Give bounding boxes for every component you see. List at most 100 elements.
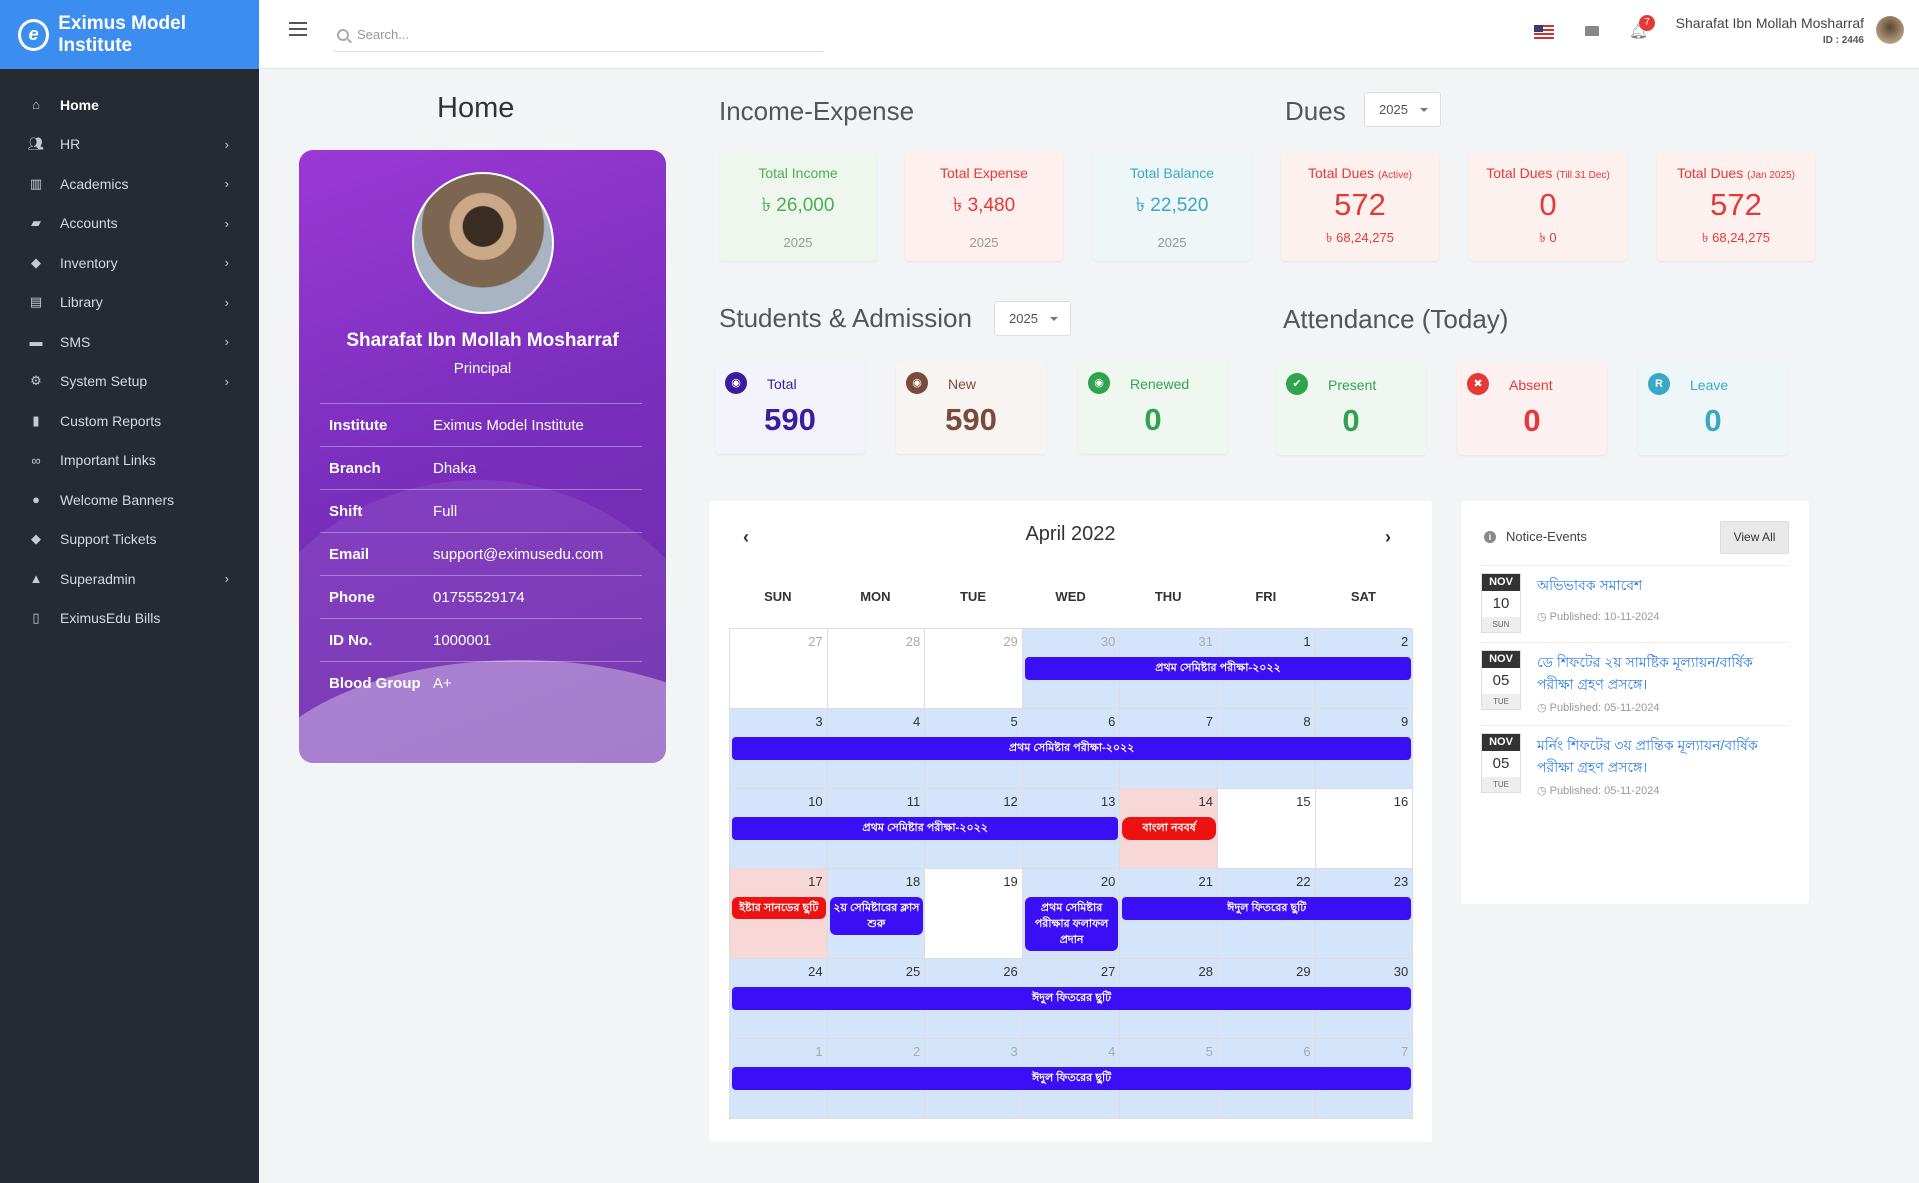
profile-name: Sharafat Ibn Mollah Mosharraf [346,330,619,351]
sidebar-item-label: Important Links [60,452,156,469]
menu-toggle-icon[interactable] [289,22,307,36]
calendar-prev-icon[interactable]: ‹ [743,527,749,547]
profile-row-label: ID No. [329,631,373,649]
sidebar-item-hr[interactable]: 👥︎ HR › [0,125,259,165]
search-box[interactable]: Search... [333,18,823,52]
avatar[interactable] [1876,16,1904,44]
calendar-event[interactable]: ঈদুল ফিতরের ছুটি [1122,897,1412,920]
receipt-icon: ▯ [32,610,40,626]
sidebar-item-eximusedu-bills[interactable]: ▯ EximusEdu Bills [0,599,259,639]
day-header: FRI [1255,589,1277,604]
mail-icon[interactable] [1585,26,1599,36]
notice-title: Notice-Events [1506,529,1587,544]
check-circle-icon: ✔ [1286,373,1308,395]
calendar-event[interactable]: প্রথম সেমিষ্টার পরীক্ষা-২০২২ [1024,657,1412,680]
card-year: 2025 [783,235,813,250]
sidebar-item-label: Welcome Banners [60,491,175,508]
dues-card: Total Dues (Active) 572 ৳ 68,24,275 [1281,153,1439,261]
calendar-event[interactable]: ২য় সেমিষ্টারের ক্লাস শুরু [829,897,924,935]
card-value: 0 [1144,402,1162,437]
card-value: ৳ 26,000 [761,195,835,216]
calendar-event[interactable]: প্রথম সেমিষ্টার পরীক্ষা-২০২২ [732,817,1119,840]
sidebar-item-custom-reports[interactable]: ▮ Custom Reports [0,401,259,441]
sidebar-item-home[interactable]: ⌂ Home [0,85,259,125]
notice-item[interactable]: NOV 05 TUE ডে শিফটের ২য় সামষ্টিক মূল্যায়ন… [1481,642,1789,725]
calendar-event[interactable]: ইষ্টার সানডের ছুটি [732,897,826,919]
calendar-day[interactable]: 19 [925,869,1023,959]
sidebar-item-welcome-banners[interactable]: ● Welcome Banners [0,480,259,520]
card-year: 2025 [969,235,999,250]
dues-card: Total Dues (Jan 2025) 572 ৳ 68,24,275 [1657,153,1815,261]
sidebar-item-system-setup[interactable]: ⚙ System Setup › [0,362,259,402]
brand-name: Eximus Model Institute [58,12,186,56]
calendar-day[interactable]: 29 [925,629,1023,709]
card-label: Total Dues (Active) [1281,165,1439,181]
card-label: Total Balance [1129,165,1215,181]
sidebar-item-academics[interactable]: ▥ Academics › [0,164,259,204]
search-input[interactable]: Search... [357,27,410,42]
profile-row-value: Eximus Model Institute [433,416,584,434]
calendar: ‹ April 2022 › SUN MON TUE WED THU FRI SAT 27 2… [709,501,1432,1142]
card-label: Present [1328,377,1377,393]
card-value: 590 [945,402,997,437]
card-amount: ৳ 0 [1539,230,1557,245]
chevron-right-icon: › [224,176,229,191]
calendar-day[interactable]: 16 [1315,789,1414,869]
balloon-icon: ● [32,492,40,508]
calendar-event[interactable]: বাংলা নববর্ষ [1122,817,1216,840]
view-all-button[interactable]: View All [1720,521,1789,554]
notice-item[interactable]: NOV 10 SUN অভিভাবক সমাবেশ ◷ Published: 10-11… [1481,565,1789,642]
calendar-next-icon[interactable]: › [1385,527,1391,547]
user-menu[interactable]: Sharafat Ibn Mollah Mosharraf ID : 2446 [1676,15,1864,46]
students-year-select[interactable]: 2025 [994,301,1071,336]
page-title: Home [437,92,515,124]
sidebar-item-accounts[interactable]: ▰ Accounts › [0,204,259,244]
notice-link[interactable]: অভিভাবক সমাবেশ [1537,577,1643,593]
chevron-right-icon: › [224,373,229,389]
sidebar-item-label: Academics [60,175,129,192]
language-flag-icon[interactable] [1534,25,1554,39]
notice-weekday: TUE [1482,694,1520,709]
card-amount: ৳ 68,24,275 [1326,230,1394,245]
notice-date: NOV 05 TUE [1481,733,1521,793]
users-icon: 👥︎ [27,136,45,152]
x-circle-icon: ✖ [1467,373,1489,395]
sidebar-item-inventory[interactable]: ◆ Inventory › [0,243,259,283]
notice-link[interactable]: ডে শিফটের ২য় সামষ্টিক মূল্যায়ন/বার্ষিক… [1537,654,1753,692]
dues-year-select[interactable]: 2025 [1364,92,1441,127]
profile-row-value: Full [433,502,458,520]
sidebar-item-superadmin[interactable]: ▲ Superadmin › [0,559,259,599]
books-icon: ▤ [29,294,43,310]
calendar-event[interactable]: ঈদুল ফিতরের ছুটি [732,1067,1412,1090]
sidebar-item-library[interactable]: ▤ Library › [0,283,259,323]
notice-link[interactable]: মর্নিং শিফটের ৩য় প্রান্তিক মূল্যায়ন/বা… [1537,737,1758,775]
student-card: ◉ Total 590 [715,362,865,454]
calendar-event[interactable]: প্রথম সেমিষ্টার পরীক্ষা-২০২২ [732,737,1412,760]
card-label: Total Income [758,165,838,181]
sidebar-item-label: Library [60,294,103,311]
comment-icon: ▬ [29,334,43,350]
sidebar-item-important-links[interactable]: ∞ Important Links [0,441,259,481]
calendar-day[interactable]: 28 [827,629,926,709]
calendar-event[interactable]: ঈদুল ফিতরের ছুটি [732,987,1412,1010]
sidebar-item-support-tickets[interactable]: ◆ Support Tickets [0,520,259,560]
brand[interactable]: e Eximus Model Institute [0,0,259,69]
ticket-icon: ◆ [31,531,41,547]
sidebar: e Eximus Model Institute ⌂ Home 👥︎ HR › ▥ Acad… [0,0,259,1183]
calendar-day[interactable]: 15 [1218,789,1316,869]
calendar-event[interactable]: প্রথম সেমিষ্টার পরীক্ষার ফলাফল প্রদান [1024,897,1119,951]
sidebar-item-label: Home [60,96,99,113]
profile-role: Principal [453,360,512,377]
brand-logo-icon: e [18,18,50,51]
notice-published: ◷ Published: 05-11-2024 [1537,784,1660,797]
sidebar-item-sms[interactable]: ▬ SMS › [0,322,259,362]
clock-icon: ◷ [1537,702,1550,714]
cubes-icon: ◆ [31,254,41,270]
calendar-day[interactable]: 27 [730,629,828,709]
profile-row-label: Phone [329,588,375,606]
notice-item[interactable]: NOV 05 TUE মর্নিং শিফটের ৩য় প্রান্তিক মূল্… [1481,725,1789,805]
profile-row-value: A+ [433,674,452,692]
chevron-right-icon: › [224,215,229,231]
notice-weekday: SUN [1482,617,1520,632]
link-icon: ∞ [31,452,41,468]
